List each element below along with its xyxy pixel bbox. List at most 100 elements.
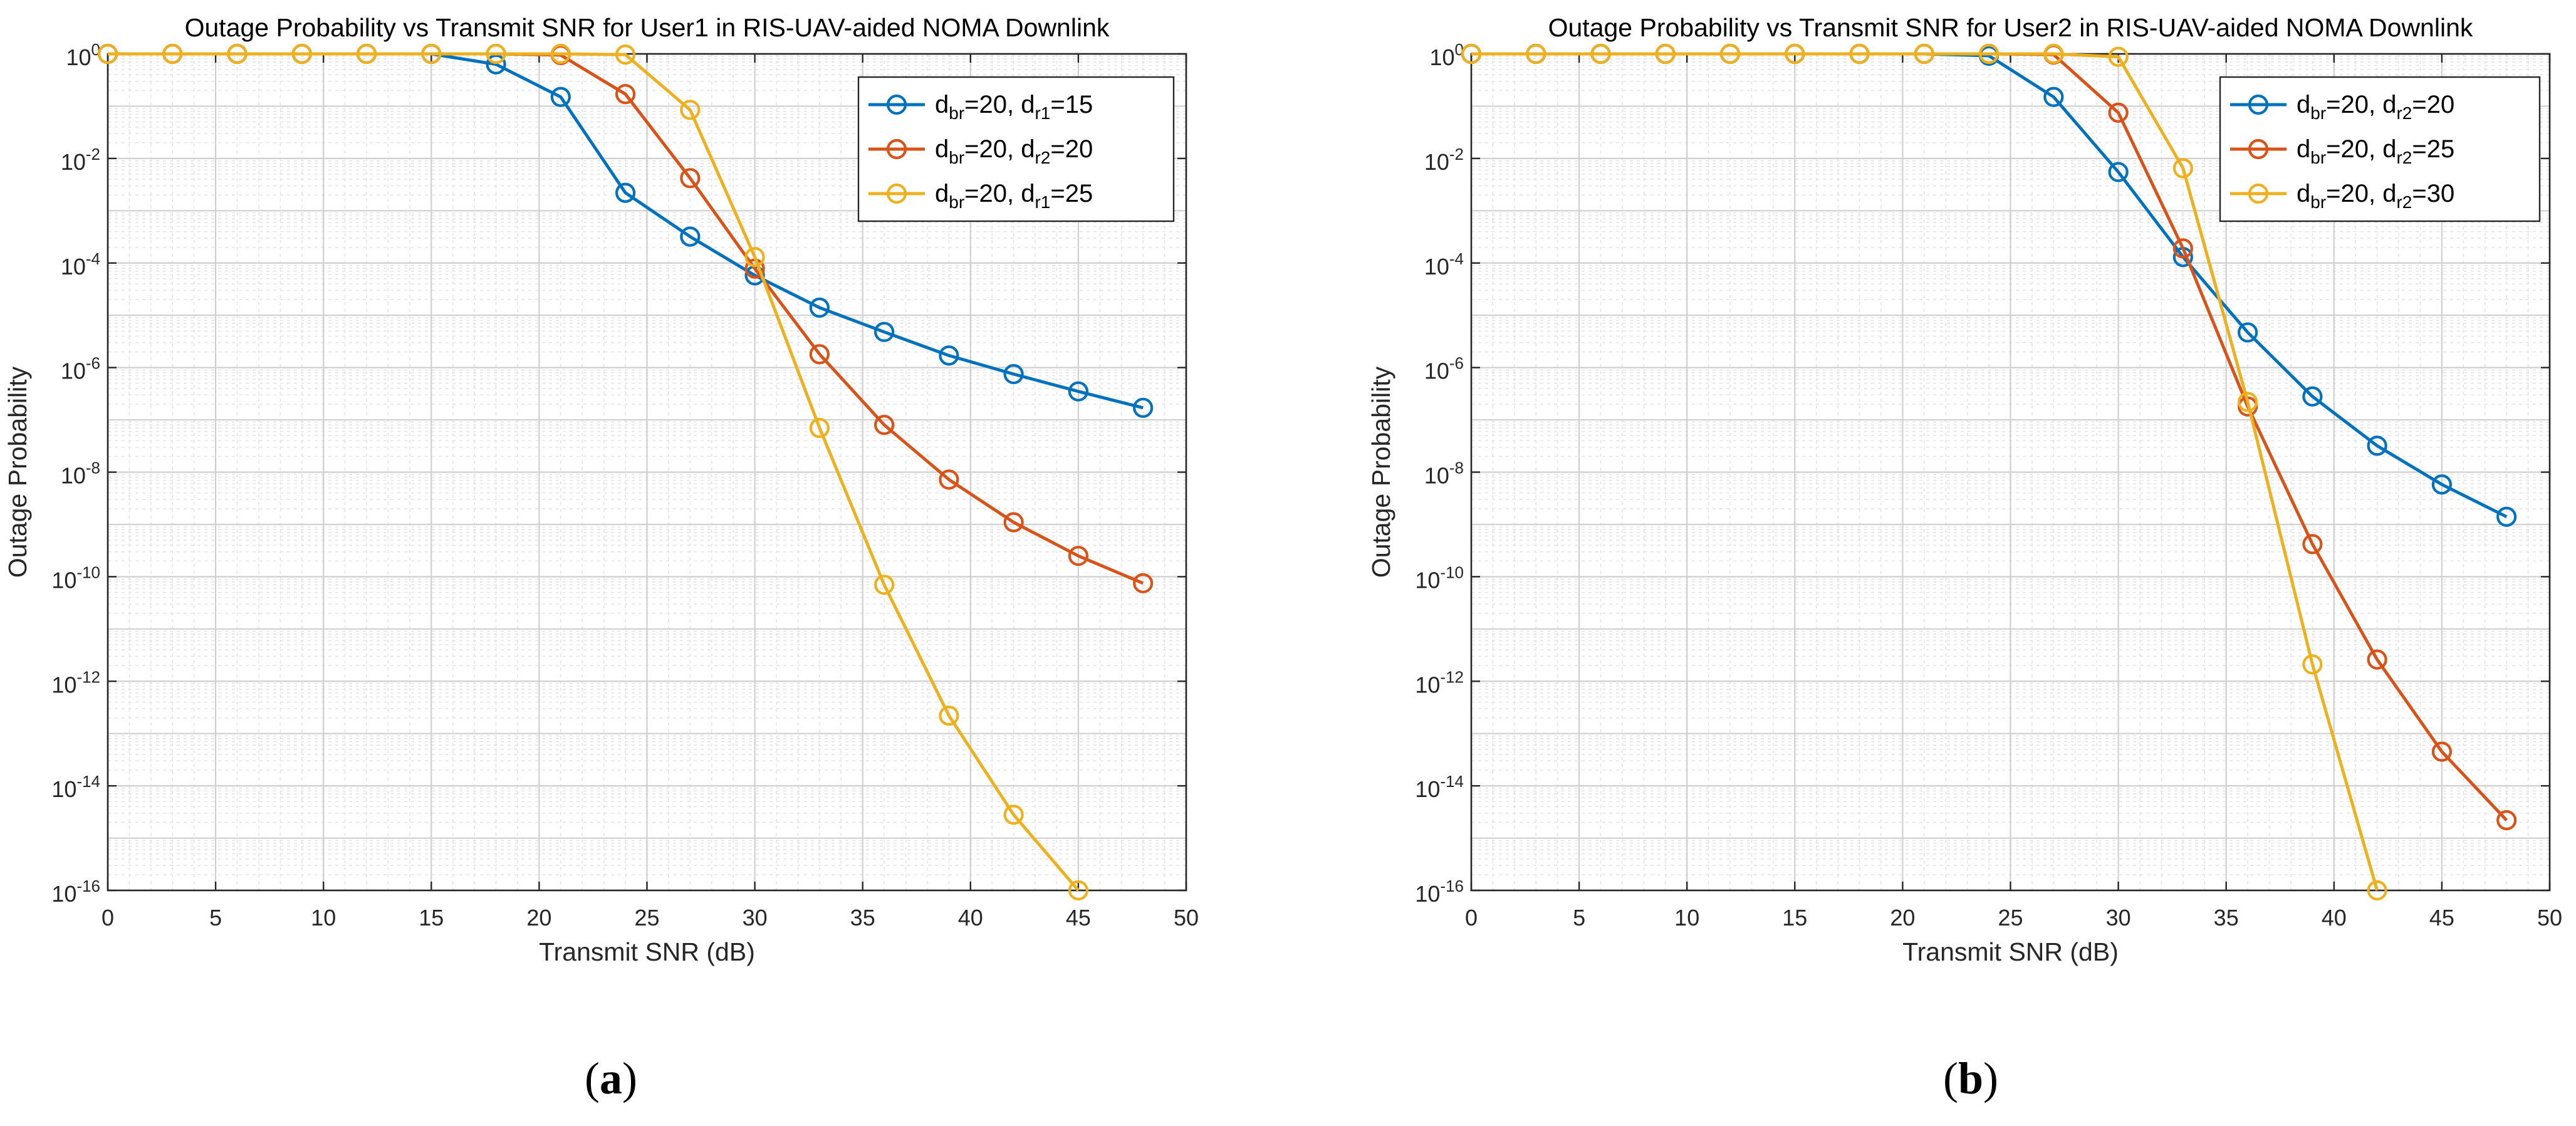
y-tick-label: 10-16 <box>1415 877 1464 907</box>
x-tick-label: 45 <box>1066 905 1091 931</box>
x-tick-label: 10 <box>1674 905 1699 931</box>
legend-item: dbr=20, dr1=25 <box>868 180 1093 212</box>
subfigure-caption: (b) <box>1943 1053 1998 1103</box>
caption-letter: b <box>1958 1053 1983 1103</box>
legend-label: dbr=20, dr2=20 <box>2297 91 2454 123</box>
legend-label-part: =20, d <box>2326 180 2396 207</box>
data-point <box>2238 322 2258 343</box>
x-tick-label: 20 <box>1890 905 1915 931</box>
x-tick-label: 0 <box>102 905 114 931</box>
x-tick-label: 45 <box>2429 905 2454 931</box>
legend-label-part: d <box>2297 91 2310 118</box>
y-tick-exponent: -12 <box>1440 667 1464 686</box>
data-point <box>2367 649 2387 670</box>
y-tick-base: 10 <box>1415 567 1440 593</box>
y-axis-label: Outage Probability <box>3 366 32 578</box>
legend-label-part: =20 <box>1050 135 1093 163</box>
y-tick-label: 10-6 <box>1424 354 1464 384</box>
y-tick-exponent: -10 <box>1440 563 1464 581</box>
legend-item: dbr=20, dr2=25 <box>2230 135 2454 167</box>
data-point <box>227 43 248 65</box>
data-point <box>1068 546 1089 566</box>
y-tick-base: 10 <box>61 149 86 175</box>
y-tick-exponent: -12 <box>76 667 100 686</box>
y-tick-base: 10 <box>61 358 86 384</box>
y-tick-exponent: -4 <box>86 249 100 268</box>
x-tick-label: 15 <box>1782 905 1807 931</box>
legend-label-subscript: br <box>949 103 964 123</box>
data-point <box>939 706 959 726</box>
x-tick-label: 30 <box>743 905 768 931</box>
data-point <box>2431 741 2452 762</box>
y-tick-base: 10 <box>1424 358 1449 384</box>
data-point <box>1003 363 1024 385</box>
legend-label-subscript: br <box>949 148 964 167</box>
data-point <box>2367 880 2387 901</box>
x-tick-label: 25 <box>634 905 659 931</box>
y-tick-base: 10 <box>66 44 91 70</box>
data-point <box>2172 238 2193 259</box>
y-tick-base: 10 <box>51 776 76 802</box>
x-tick-label: 15 <box>419 905 444 931</box>
y-axis-label: Outage Probability <box>1367 366 1395 578</box>
data-point <box>2108 46 2129 67</box>
subfigure-caption: (a) <box>585 1053 637 1103</box>
data-point <box>2302 534 2323 555</box>
data-point <box>809 297 830 318</box>
data-point <box>2496 810 2517 831</box>
legend-swatch-marker <box>886 138 907 160</box>
x-tick-label: 0 <box>1465 905 1478 931</box>
y-tick-label: 10-2 <box>61 145 100 175</box>
data-point <box>874 415 895 435</box>
data-point <box>1133 397 1154 418</box>
x-tick-label: 40 <box>2322 905 2347 931</box>
y-tick-exponent: -16 <box>76 877 100 895</box>
legend-label-part: d <box>935 135 949 163</box>
y-tick-base: 10 <box>1424 463 1449 489</box>
legend-swatch-marker <box>2248 138 2269 160</box>
data-point <box>809 417 830 439</box>
data-point <box>1461 43 1482 65</box>
data-point <box>2431 474 2452 495</box>
legend-label-part: =20, d <box>964 135 1035 163</box>
data-point <box>744 247 765 268</box>
data-point <box>1849 43 1870 65</box>
y-tick-exponent: -4 <box>1449 249 1464 268</box>
chart-panel-a: 0 5 10 15 20 25 30 35 40 45 5010010-210-410-610-81… <box>3 13 1199 1103</box>
legend-label-subscript: r1 <box>1035 192 1050 212</box>
y-tick-base: 10 <box>1424 254 1449 279</box>
legend-swatch-marker <box>886 183 907 204</box>
y-tick-label: 10-8 <box>1424 459 1464 489</box>
legend-label-part: =20, d <box>2326 135 2396 163</box>
legend-swatch-marker <box>2248 94 2269 115</box>
data-point <box>1003 512 1024 533</box>
data-point <box>1655 43 1676 65</box>
y-tick-exponent: -2 <box>1449 145 1464 164</box>
legend-label: dbr=20, dr1=25 <box>935 180 1093 212</box>
y-tick-base: 10 <box>51 881 76 907</box>
data-point <box>680 226 701 247</box>
data-point <box>97 43 118 65</box>
legend-label-subscript: r2 <box>1035 148 1050 167</box>
y-tick-exponent: -14 <box>76 772 100 791</box>
y-tick-exponent: -6 <box>1449 354 1464 373</box>
data-point <box>2302 654 2323 675</box>
y-tick-label: 10-14 <box>1415 772 1464 802</box>
legend-label-subscript: r2 <box>2396 192 2412 212</box>
data-point <box>615 182 636 203</box>
data-point <box>2496 506 2517 527</box>
y-tick-base: 10 <box>61 463 86 489</box>
data-point <box>809 344 830 365</box>
legend-swatch-marker <box>886 94 907 115</box>
caption-paren: ( <box>585 1053 600 1103</box>
data-point <box>2367 435 2387 456</box>
data-point <box>1914 43 1934 65</box>
y-tick-label: 10-16 <box>51 877 100 907</box>
x-tick-label: 30 <box>2106 905 2131 931</box>
data-point <box>162 43 183 65</box>
legend-swatch-marker <box>2248 183 2269 204</box>
series-line <box>1471 52 2379 891</box>
y-tick-base: 10 <box>1415 776 1440 802</box>
legend-label-subscript: r2 <box>2396 148 2412 167</box>
